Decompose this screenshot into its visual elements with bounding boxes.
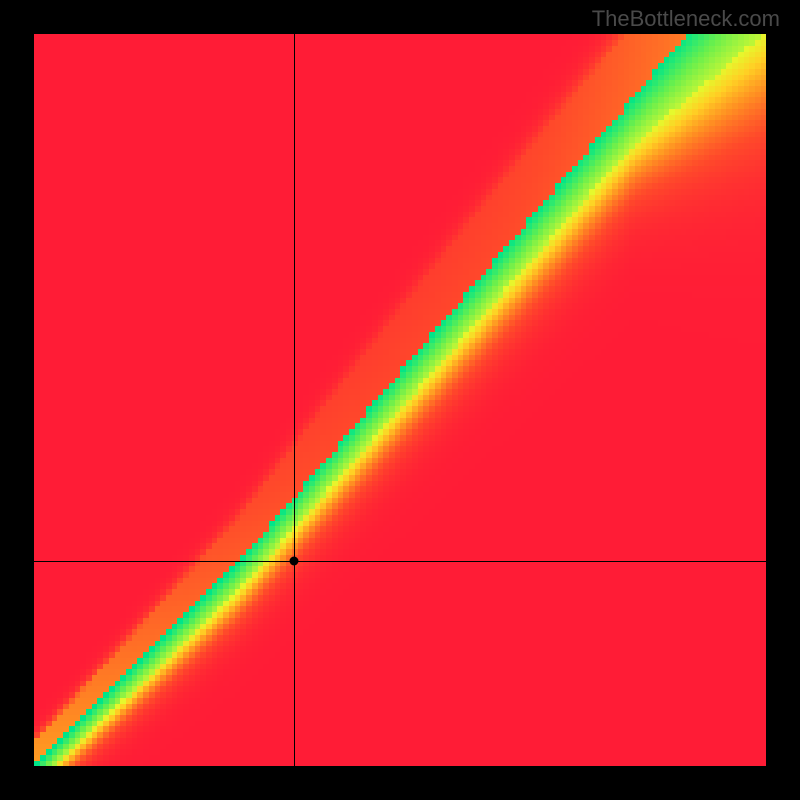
selection-marker-dot xyxy=(289,557,298,566)
heatmap-canvas xyxy=(34,34,766,766)
watermark-text: TheBottleneck.com xyxy=(592,6,780,32)
crosshair-horizontal xyxy=(34,561,766,562)
crosshair-vertical xyxy=(294,34,295,766)
bottleneck-heatmap xyxy=(34,34,766,766)
